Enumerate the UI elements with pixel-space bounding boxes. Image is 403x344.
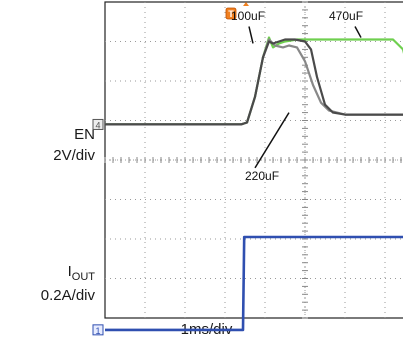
annotation-label-470uF: 470uF (329, 9, 363, 23)
annotation-label-220uF: 220uF (245, 169, 279, 183)
en-channel-marker-number: 1 (95, 326, 100, 336)
iout-trace-100uF (105, 38, 403, 126)
iout-channel-scale: 0.2A/div (40, 287, 95, 304)
annotation-pointer (248, 26, 254, 44)
en-channel-label: EN (74, 126, 95, 143)
annotation-pointer (254, 112, 290, 169)
annotation-label-100uF: 100uF (231, 9, 265, 23)
grid (104, 1, 403, 319)
traces (105, 36, 403, 332)
iout-label-subscript: OUT (71, 271, 95, 283)
iout-channel-marker (92, 118, 104, 130)
trigger-marker-letter: T (228, 9, 234, 19)
iout-channel-label: IOUT (68, 264, 95, 283)
en-channel-marker (92, 324, 104, 336)
en-channel-scale: 2V/div (53, 147, 95, 164)
iout-channel-marker-number: 4 (95, 120, 100, 130)
annotations: 100uF 470uF 220uF (231, 9, 363, 183)
iout-label-main: I (67, 263, 72, 280)
trigger-position-arrow (243, 2, 249, 6)
trigger-marker (225, 7, 237, 20)
annotation-pointer (354, 26, 362, 38)
en-trace (105, 235, 403, 332)
channel-markers: 1 4 T (92, 2, 249, 336)
